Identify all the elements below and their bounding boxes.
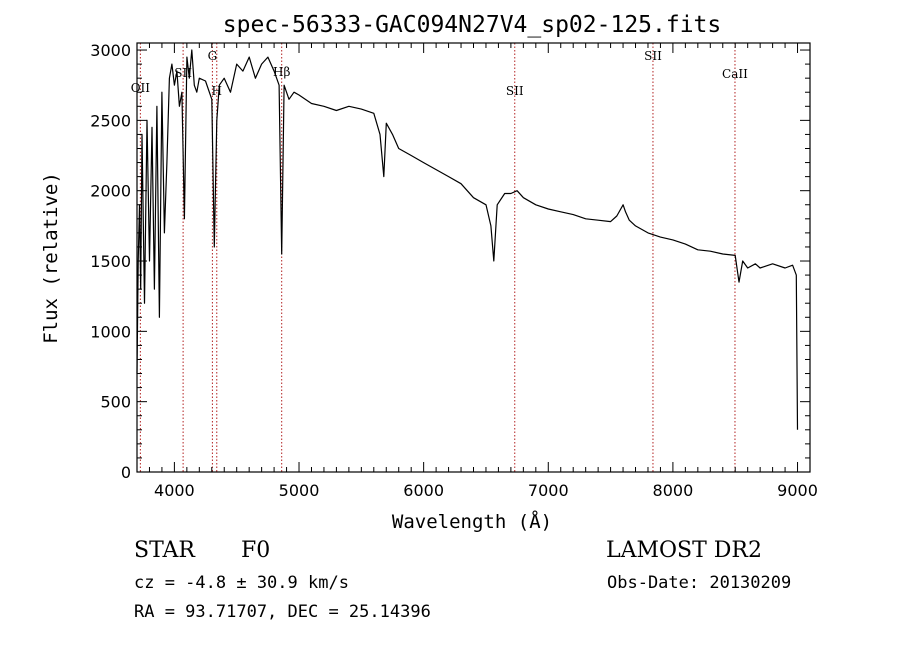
line-label-0: OII [131, 81, 151, 95]
line-label-2: G [208, 49, 218, 63]
plot-frame [136, 42, 811, 473]
y-tick-label: 1500 [90, 252, 131, 271]
coordinates: RA = 93.71707, DEC = 25.14396 [134, 602, 431, 622]
x-tick-label: 6000 [403, 481, 444, 500]
x-tick-label: 8000 [653, 481, 694, 500]
y-axis: 0 500 1000 1500 2000 2500 3000 [90, 41, 810, 482]
y-tick-label: 2000 [90, 182, 131, 201]
chart-title: spec-56333-GAC094N27V4_sp02-125.fits [223, 12, 722, 38]
line-label-6: SII [644, 49, 662, 63]
y-tick-label: 0 [121, 463, 131, 482]
x-axis: 4000 5000 6000 7000 8000 9000 [148, 43, 818, 500]
x-tick-label: 7000 [528, 481, 569, 500]
y-axis-label: Flux (relative) [40, 172, 62, 344]
x-axis-label: Wavelength (Å) [392, 510, 552, 533]
y-tick-label: 3000 [90, 41, 131, 60]
spectrum-line [136, 49, 799, 430]
x-tick-label: 4000 [154, 481, 195, 500]
x-tick-label: 5000 [279, 481, 320, 500]
line-label-7: CaII [722, 67, 748, 81]
observation-date: Obs-Date: 20130209 [607, 573, 792, 593]
x-tick-label: 9000 [777, 481, 818, 500]
spectral-line-markers [139, 43, 736, 472]
survey-name: LAMOST DR2 [606, 538, 762, 563]
y-tick-label: 1000 [90, 322, 131, 341]
y-tick-label: 2500 [90, 111, 131, 130]
redshift-value: cz = -4.8 ± 30.9 km/s [134, 573, 349, 593]
object-class: STAR [134, 538, 195, 563]
line-label-5: SII [506, 84, 524, 98]
line-label-3: H [212, 84, 222, 98]
line-label-4: Hβ [273, 65, 290, 79]
object-subclass: F0 [241, 538, 271, 563]
y-tick-label: 500 [100, 393, 131, 412]
